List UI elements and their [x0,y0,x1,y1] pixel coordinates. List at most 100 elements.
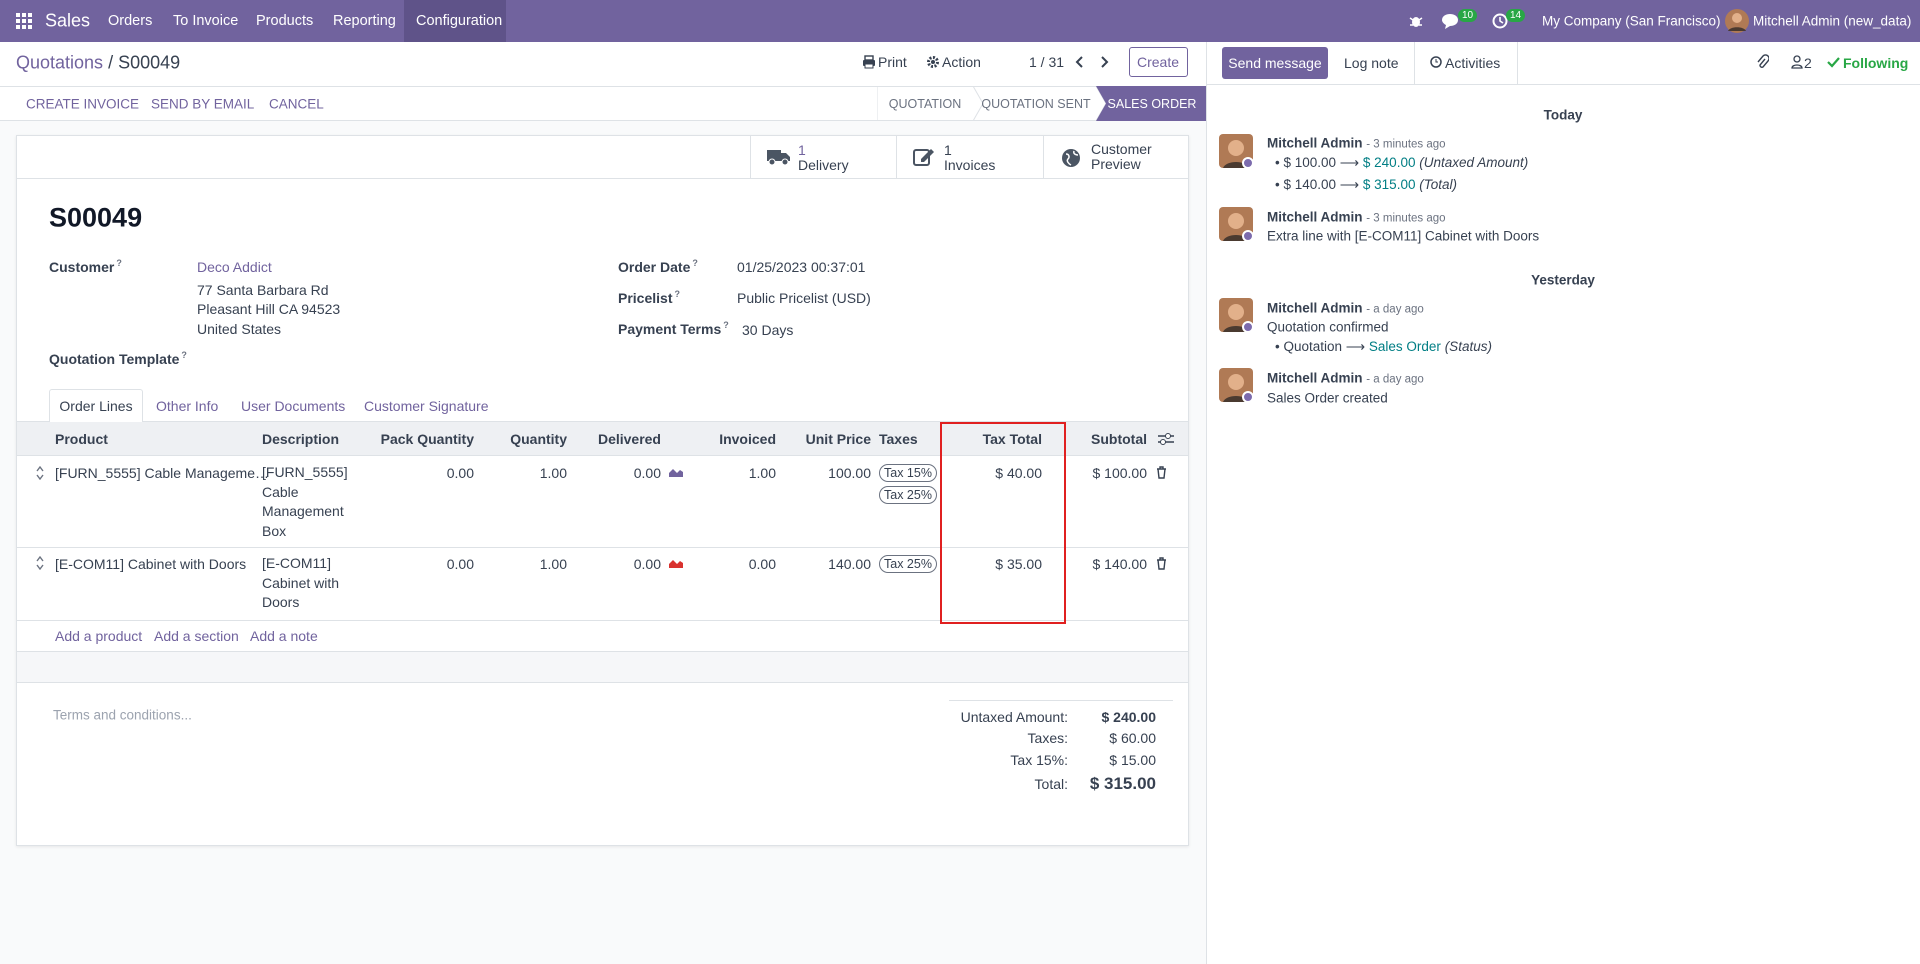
following-button[interactable]: Following [1843,55,1909,71]
tax-tag[interactable]: Tax 25% [879,555,937,573]
column-header[interactable]: Invoiced [719,431,776,447]
menu-item[interactable]: Orders [108,13,153,29]
line-tax-total[interactable]: $ 40.00 [995,465,1042,481]
action-button[interactable]: Action [942,54,981,70]
line-delivered[interactable]: 0.00 [633,556,661,572]
log-note-button[interactable]: Log note [1344,55,1399,71]
column-header[interactable]: Taxes [879,431,918,447]
debug-icon[interactable] [1409,13,1423,29]
line-subtotal[interactable]: $ 140.00 [1092,556,1148,572]
status-action[interactable]: CANCEL [269,96,324,112]
menu-item[interactable]: To Invoice [173,13,239,29]
column-header[interactable]: Pack Quantity [380,431,474,447]
customer-link[interactable]: Deco Addict [197,259,272,275]
forecast-icon[interactable] [668,466,684,478]
pager-arrows[interactable] [1074,55,1114,69]
line-quantity[interactable]: 1.00 [539,465,567,481]
tax-tag[interactable]: Tax 25% [879,486,937,504]
send-message-button[interactable]: Send message [1228,55,1322,71]
help-mark[interactable]: ? [692,258,698,268]
app-name[interactable]: Sales [45,10,91,31]
user-menu[interactable]: Mitchell Admin (new_data) [1753,13,1912,29]
menu-item[interactable]: Configuration [416,13,503,29]
tab[interactable]: Customer Signature [364,398,489,414]
activities-button[interactable]: Activities [1445,55,1501,71]
create-button[interactable]: Create [1136,54,1180,70]
field-value[interactable]: 01/25/2023 00:37:01 [737,259,866,275]
forecast-icon[interactable] [668,557,684,569]
status-action[interactable]: SEND BY EMAIL [151,96,255,112]
author-avatar[interactable] [1219,298,1255,334]
line-invoiced[interactable]: 1.00 [748,465,776,481]
author-name[interactable]: Mitchell Admin [1267,209,1363,225]
line-description[interactable]: [FURN_5555] Cable Management Box [262,464,348,539]
column-header[interactable]: Tax Total [982,431,1042,447]
line-pack-quantity[interactable]: 0.00 [446,556,474,572]
smart-button-count[interactable]: 1 [798,142,806,158]
author-avatar[interactable] [1219,134,1255,170]
field-value[interactable]: Public Pricelist (USD) [737,290,871,306]
help-mark[interactable]: ? [723,320,729,330]
line-description[interactable]: [E-COM11] Cabinet with Doors [262,555,340,610]
breadcrumb-link[interactable]: Quotations / S00049 [16,53,180,74]
company-switcher[interactable]: My Company (San Francisco) [1542,13,1721,29]
menu-item[interactable]: Products [256,13,314,29]
column-header[interactable]: Description [262,431,340,447]
user-avatar[interactable] [1725,9,1749,33]
column-header[interactable]: Unit Price [805,431,871,447]
line-quantity[interactable]: 1.00 [539,556,567,572]
apps-icon[interactable] [16,13,32,29]
line-invoiced[interactable]: 0.00 [748,556,776,572]
add-line-link[interactable]: Add a section [154,628,239,644]
author-avatar[interactable] [1219,207,1255,243]
smart-button-count[interactable]: 1 [944,142,952,158]
column-header[interactable]: Quantity [510,431,567,447]
follower-count[interactable]: 2 [1804,55,1812,71]
smart-button-label[interactable]: Delivery [798,157,849,173]
messages-icon[interactable] [1440,12,1460,30]
tab[interactable]: Other Info [156,398,219,414]
author-avatar[interactable] [1219,368,1255,404]
pager-value[interactable]: 1 / 31 [1029,54,1065,70]
line-subtotal[interactable]: $ 100.00 [1092,465,1148,481]
line-product[interactable]: [FURN_5555] Cable Manageme… [55,465,269,481]
tab[interactable]: User Documents [241,398,346,414]
stage[interactable]: QUOTATION [888,97,962,111]
column-header[interactable]: Delivered [597,431,661,447]
menu-item[interactable]: Reporting [333,13,396,29]
status-action[interactable]: CREATE INVOICE [26,96,140,112]
breadcrumb-item[interactable]: Quotations [16,52,104,73]
activities-icon[interactable] [1492,13,1508,29]
terms-placeholder[interactable]: Terms and conditions... [53,707,192,723]
line-pack-quantity[interactable]: 0.00 [446,465,474,481]
delete-icon[interactable] [1156,466,1167,479]
line-unit-price[interactable]: 100.00 [828,465,871,481]
tax-tag[interactable]: Tax 15% [879,464,937,482]
line-product[interactable]: [E-COM11] Cabinet with Doors [55,556,247,572]
print-button[interactable]: Print [878,54,907,70]
create-button-frame[interactable] [1129,47,1188,77]
help-mark[interactable]: ? [116,258,122,268]
field-value[interactable]: 30 Days [742,322,794,338]
followers-icon[interactable] [1791,55,1803,69]
drag-handle[interactable] [36,556,44,570]
stage[interactable]: QUOTATION SENT [981,97,1091,111]
line-tax-total[interactable]: $ 35.00 [995,556,1042,572]
add-line-link[interactable]: Add a note [250,628,318,644]
smart-button-label[interactable]: Invoices [944,157,996,173]
line-unit-price[interactable]: 140.00 [828,556,871,572]
column-header[interactable]: Subtotal [1091,431,1147,447]
delete-icon[interactable] [1156,557,1167,570]
drag-handle[interactable] [36,466,44,480]
optional-columns-toggle[interactable] [1158,432,1174,446]
add-line-link[interactable]: Add a product [55,628,143,644]
send-message-frame[interactable] [1222,47,1328,79]
author-name[interactable]: Mitchell Admin [1267,370,1363,386]
column-header[interactable]: Product [55,431,108,447]
author-name[interactable]: Mitchell Admin [1267,300,1363,316]
tab-active[interactable]: Order Lines [59,398,133,414]
attachment-icon[interactable] [1755,54,1769,70]
author-name[interactable]: Mitchell Admin [1267,135,1363,151]
line-delivered[interactable]: 0.00 [633,465,661,481]
help-mark[interactable]: ? [181,350,187,360]
